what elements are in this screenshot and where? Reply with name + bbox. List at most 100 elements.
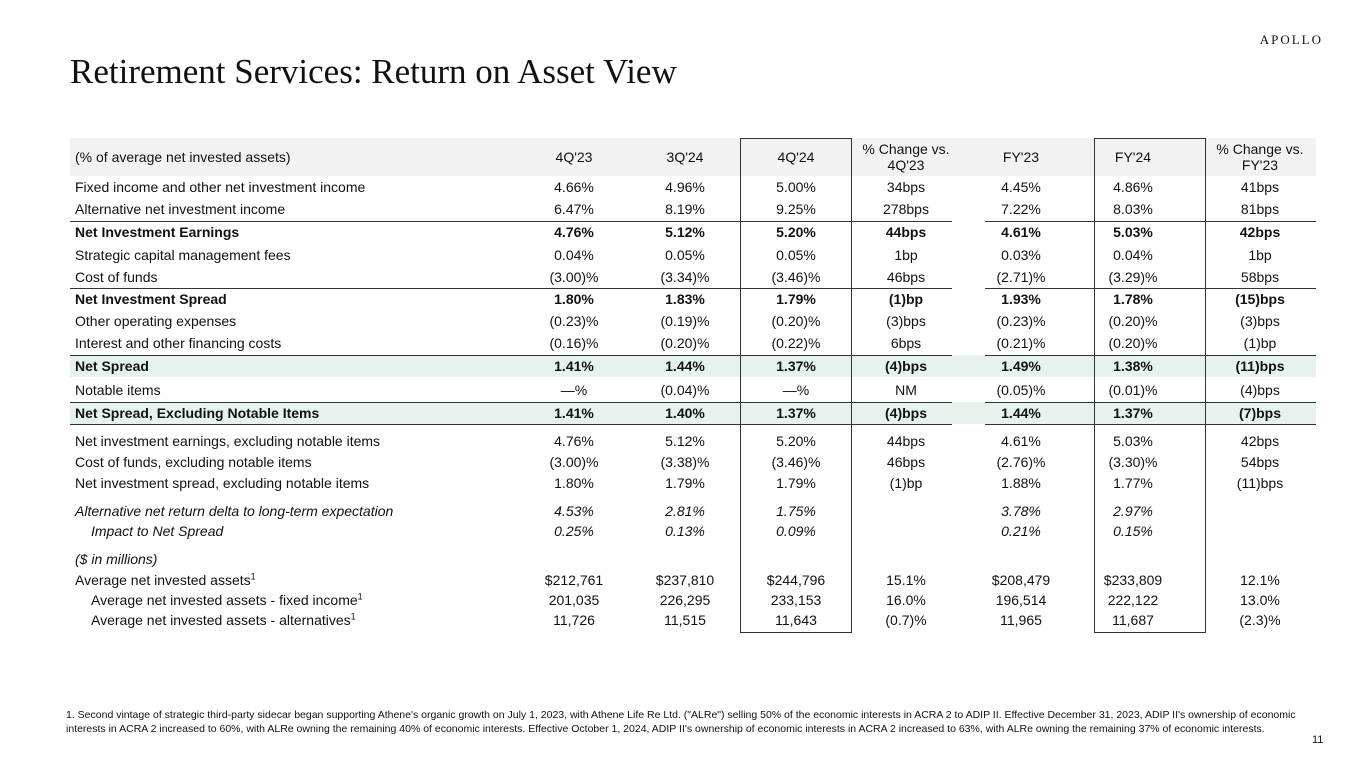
- value-cell: 7.22%: [1001, 201, 1041, 217]
- value-cell: $244,796: [766, 572, 826, 588]
- value-cell: 11,965: [1000, 612, 1042, 628]
- header-cell: (% of average net invested assets): [75, 149, 291, 165]
- value-cell: 15.1%: [886, 572, 926, 588]
- value-cell: 226,295: [659, 592, 711, 608]
- value-cell: 42bps: [1240, 433, 1280, 449]
- header-cell: FY'23: [1002, 149, 1040, 165]
- value-cell: (0.01)%: [1108, 382, 1158, 398]
- value-cell: 0.25%: [554, 523, 594, 539]
- value-cell: (15)bps: [1235, 291, 1285, 307]
- value-cell: (3.30)%: [1108, 454, 1158, 470]
- value-cell: 1.37%: [776, 358, 816, 374]
- row-rule: [70, 424, 952, 425]
- value-cell: 12.1%: [1240, 572, 1280, 588]
- value-cell: (3.00)%: [549, 269, 599, 285]
- row-label: Other operating expenses: [75, 310, 236, 332]
- value-cell: (3)bps: [1240, 313, 1280, 329]
- label-text: Net investment spread, excluding notable…: [75, 475, 370, 491]
- column-box: [1094, 138, 1206, 633]
- label-text: Alternative net return delta to long-ter…: [75, 503, 394, 519]
- value-cell: 1.38%: [1113, 358, 1153, 374]
- row-rule: [70, 355, 952, 356]
- value-cell: 4.96%: [665, 179, 705, 195]
- value-cell: 2.97%: [1113, 503, 1153, 519]
- value-cell: $237,810: [655, 572, 715, 588]
- row-rule: [985, 288, 1316, 289]
- value-cell: 5.03%: [1113, 433, 1153, 449]
- value-cell: (0.04)%: [660, 382, 710, 398]
- footnote-ref: 1: [250, 571, 256, 582]
- label-text: Net Spread: [75, 358, 149, 374]
- value-cell: 1.41%: [554, 405, 594, 421]
- value-cell: 13.0%: [1240, 592, 1280, 608]
- value-cell: 278bps: [883, 201, 929, 217]
- value-cell: 1.44%: [1001, 405, 1041, 421]
- row-label: Net Investment Spread: [75, 288, 227, 310]
- label-text: Notable items: [75, 382, 161, 398]
- value-cell: 4.45%: [1001, 179, 1041, 195]
- row-label: Cost of funds, excluding notable items: [75, 451, 312, 473]
- value-cell: (1)bp: [889, 475, 923, 491]
- value-cell: 9.25%: [776, 201, 816, 217]
- value-cell: 6.47%: [554, 201, 594, 217]
- value-cell: 1.77%: [1113, 475, 1153, 491]
- value-cell: 5.12%: [665, 224, 705, 240]
- value-cell: (3)bps: [886, 313, 926, 329]
- footnote: 1. Second vintage of strategic third-par…: [66, 709, 1296, 735]
- table: (% of average net invested assets) 4Q'23 3…: [70, 138, 1316, 633]
- value-cell: (2.3)%: [1239, 612, 1281, 628]
- value-cell: 42bps: [1239, 224, 1281, 240]
- value-cell: 5.20%: [776, 224, 816, 240]
- value-cell: (0.20)%: [1108, 335, 1158, 351]
- value-cell: (1)bp: [888, 291, 924, 307]
- row-label: Cost of funds: [75, 266, 158, 288]
- value-cell: (2.76)%: [996, 454, 1046, 470]
- row-label: Alternative net return delta to long-ter…: [75, 500, 393, 522]
- value-cell: (3.46)%: [771, 269, 821, 285]
- label-text: Cost of funds: [75, 269, 158, 285]
- row-label: Net investment spread, excluding notable…: [75, 472, 369, 494]
- value-cell: 34bps: [886, 179, 926, 195]
- value-cell: 1bp: [1248, 247, 1272, 263]
- value-cell: 5.12%: [665, 433, 705, 449]
- value-cell: (0.20)%: [771, 313, 821, 329]
- value-cell: 44bps: [886, 433, 926, 449]
- value-cell: (3.29)%: [1108, 269, 1158, 285]
- value-cell: 5.20%: [776, 433, 816, 449]
- label-text: Average net invested assets: [75, 572, 251, 588]
- column-box: [740, 138, 852, 633]
- value-cell: 0.04%: [1113, 247, 1153, 263]
- value-cell: (0.7)%: [885, 612, 927, 628]
- row-label: Net Spread, Excluding Notable Items: [75, 402, 319, 424]
- value-cell: (0.20)%: [1108, 313, 1158, 329]
- value-cell: 4.53%: [554, 503, 594, 519]
- label-text: Average net invested assets - alternativ…: [91, 612, 351, 628]
- value-cell: 0.05%: [776, 247, 816, 263]
- row-label: Average net invested assets - fixed inco…: [91, 589, 363, 611]
- value-cell: 11,643: [775, 612, 817, 628]
- footnote-ref: 1: [350, 611, 356, 622]
- value-cell: $233,809: [1103, 572, 1163, 588]
- value-cell: $212,761: [544, 572, 604, 588]
- value-cell: (4)bps: [885, 358, 927, 374]
- value-cell: 44bps: [885, 224, 927, 240]
- value-cell: 196,514: [995, 592, 1047, 608]
- label-text: Alternative net investment income: [75, 201, 286, 217]
- value-cell: NM: [895, 382, 917, 398]
- row-shade: [70, 355, 1316, 377]
- header-cell: FY'24: [1114, 149, 1152, 165]
- value-cell: (0.16)%: [549, 335, 599, 351]
- value-cell: (3.00)%: [549, 454, 599, 470]
- value-cell: 1.49%: [1001, 358, 1041, 374]
- value-cell: 0.09%: [776, 523, 816, 539]
- value-cell: 1.83%: [665, 291, 705, 307]
- label-text: Strategic capital management fees: [75, 247, 291, 263]
- value-cell: (4)bps: [885, 405, 927, 421]
- label-text: Net Investment Spread: [75, 291, 227, 307]
- footnote-ref: 1: [357, 591, 363, 602]
- header-cell: % Change vs. 4Q'23: [862, 141, 950, 173]
- label-text: Net Spread, Excluding Notable Items: [75, 405, 320, 421]
- value-cell: 1bp: [894, 247, 918, 263]
- slide-title: Retirement Services: Return on Asset Vie…: [70, 52, 677, 91]
